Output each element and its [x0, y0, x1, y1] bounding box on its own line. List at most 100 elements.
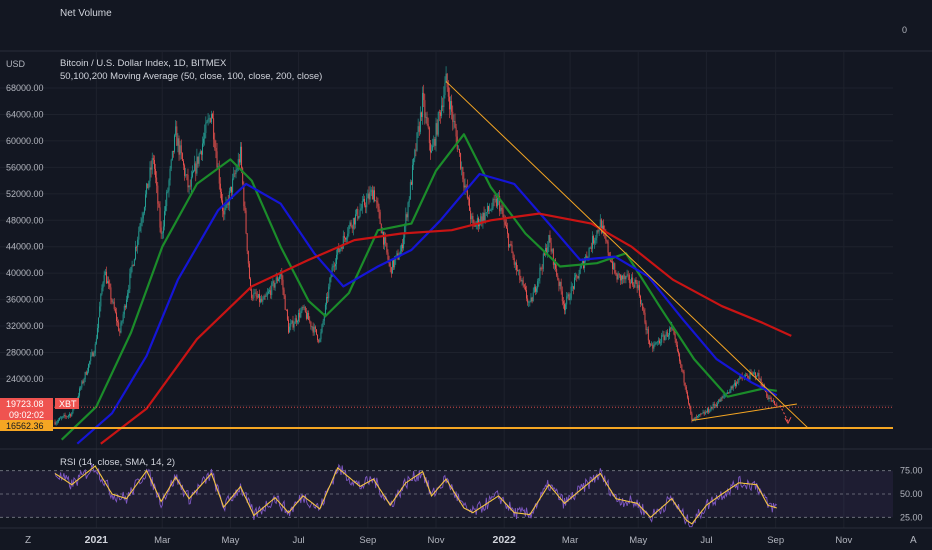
candle-body: [671, 326, 673, 329]
price-tick-label: 64000.00: [6, 109, 44, 119]
candle-body: [232, 178, 234, 193]
candle-body: [686, 392, 688, 398]
candle-body: [353, 218, 355, 225]
auto-scale-button[interactable]: A: [910, 535, 917, 546]
candle-body: [680, 361, 682, 365]
candle-body: [516, 262, 517, 270]
candle-body: [104, 271, 106, 276]
candle-body: [188, 185, 190, 188]
candle-body: [160, 227, 162, 234]
candle-body: [521, 280, 523, 282]
candle-body: [101, 288, 103, 295]
candle-body: [350, 222, 352, 227]
candle-body: [389, 263, 391, 268]
support-price-value: 16562.36: [6, 421, 44, 431]
candle-body: [613, 263, 615, 270]
candle-body: [119, 330, 121, 333]
candle-body: [116, 312, 117, 321]
candle-body: [281, 273, 283, 280]
candle-body: [272, 281, 274, 283]
price-tick-label: 56000.00: [6, 162, 44, 172]
candle-body: [598, 230, 600, 232]
candle-body: [127, 293, 129, 300]
candle-body: [735, 382, 736, 386]
countdown-badge: [0, 409, 53, 420]
candle-body: [335, 264, 336, 267]
candle-body: [289, 326, 291, 333]
candle-body: [375, 200, 377, 202]
candle-body: [539, 267, 541, 279]
candle-body: [390, 267, 392, 274]
candle-body: [214, 139, 216, 148]
candle-body: [342, 235, 344, 249]
candle-body: [60, 417, 62, 419]
candle-body: [193, 171, 194, 173]
candle-body: [269, 290, 270, 292]
candle-body: [533, 286, 535, 293]
volume-axis-value: 0: [902, 25, 907, 35]
candle-body: [279, 276, 281, 279]
candle-body: [648, 340, 650, 345]
candle-body: [402, 244, 403, 249]
candle-body: [541, 268, 543, 270]
candle-body: [243, 183, 245, 207]
candle-body: [66, 416, 68, 418]
candle-body: [262, 299, 264, 302]
candle-body: [283, 289, 285, 296]
candle-body: [548, 235, 550, 248]
candle-body: [263, 296, 265, 300]
candle-body: [491, 208, 493, 211]
candle-body: [578, 273, 580, 279]
candle-body: [205, 122, 207, 133]
candle-body: [142, 213, 144, 219]
candle-body: [387, 252, 389, 260]
ma200-line: [100, 212, 792, 445]
candle-body: [405, 214, 407, 227]
candle-body: [297, 321, 298, 323]
time-tick-label: 2022: [492, 534, 516, 546]
volume-pane: Net Volume 0: [60, 8, 907, 35]
candle-body: [471, 216, 473, 220]
candle-body: [280, 273, 282, 277]
candle-body: [580, 264, 582, 268]
candle-body: [712, 403, 714, 409]
candle-body: [597, 230, 599, 232]
candle-body: [145, 194, 146, 208]
candle-body: [62, 416, 64, 418]
time-axis[interactable]: 2021 Mar May Jul Sep Nov 2022 Mar May Jul Sep Nov: [85, 534, 853, 546]
candle-body: [345, 238, 346, 240]
candle-body: [120, 322, 122, 333]
candle-body: [59, 417, 60, 420]
candle-body: [469, 198, 470, 211]
rsi-level-label: 75.00: [900, 466, 923, 476]
candle-body: [628, 275, 630, 283]
candle-body: [65, 416, 67, 417]
candle-body: [603, 225, 605, 230]
candle-body: [72, 407, 74, 414]
candle-body: [481, 216, 483, 223]
z-button[interactable]: Z: [25, 535, 31, 546]
candle-body: [596, 230, 598, 238]
candle-body: [478, 218, 479, 227]
candle-body: [733, 382, 735, 386]
candle-body: [460, 153, 462, 169]
candle-body: [561, 291, 563, 302]
candle-body: [480, 216, 482, 224]
candle-body: [216, 151, 218, 168]
time-tick-label: May: [629, 535, 647, 546]
candle-body: [95, 338, 97, 344]
candle-body: [89, 361, 91, 365]
candle-body: [571, 286, 573, 288]
candle-body: [391, 260, 393, 274]
candle-body: [700, 414, 702, 415]
candle-body: [399, 251, 401, 257]
candle-body: [210, 113, 212, 123]
candle-body: [749, 372, 751, 379]
candle-body: [647, 329, 649, 341]
candle-body: [284, 295, 286, 310]
candle-body: [562, 301, 564, 304]
candle-body: [760, 378, 762, 386]
candle-body: [651, 344, 653, 346]
candle-body: [235, 170, 237, 175]
